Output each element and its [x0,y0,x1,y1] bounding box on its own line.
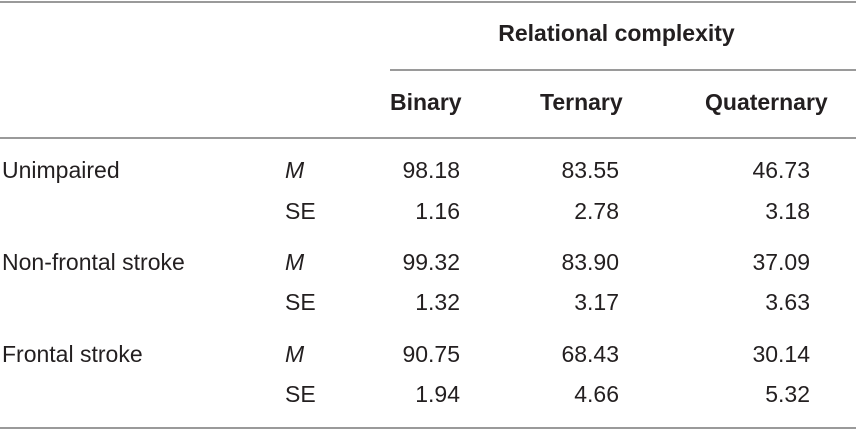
header-rule [0,137,856,139]
table-cell: 1.32 [415,289,460,315]
table-cell: 2.78 [574,198,619,224]
row-group-label: Non-frontal stroke [2,249,185,275]
stat-label: M [285,249,305,275]
row-group-label: Unimpaired [2,157,120,183]
table-bottom-rule [0,427,856,429]
table-cell: 1.94 [415,381,460,407]
table-cell: 83.90 [561,249,619,275]
stat-label: SE [285,198,316,224]
column-header-quaternary: Quaternary [705,89,828,115]
table-cell: 37.09 [752,249,810,275]
table-cell: 3.17 [574,289,619,315]
table-cell: 98.18 [402,157,460,183]
stat-label: M [285,157,305,183]
table-cell: 4.66 [574,381,619,407]
table-cell: 30.14 [752,341,810,367]
table-cell: 46.73 [752,157,810,183]
group-header: Relational complexity [498,20,735,46]
table-cell: 90.75 [402,341,460,367]
table-cell: 5.32 [765,381,810,407]
table-cell: 1.16 [415,198,460,224]
column-header-binary: Binary [390,89,462,115]
table-cell: 83.55 [561,157,619,183]
table-cell: 3.63 [765,289,810,315]
stat-label: SE [285,289,316,315]
group-header-rule [390,69,856,71]
row-group-label: Frontal stroke [2,341,143,367]
table-top-rule [0,1,856,3]
table-cell: 3.18 [765,198,810,224]
stat-label: SE [285,381,316,407]
table-cell: 68.43 [561,341,619,367]
column-header-ternary: Ternary [540,89,623,115]
stat-label: M [285,341,305,367]
table-cell: 99.32 [402,249,460,275]
